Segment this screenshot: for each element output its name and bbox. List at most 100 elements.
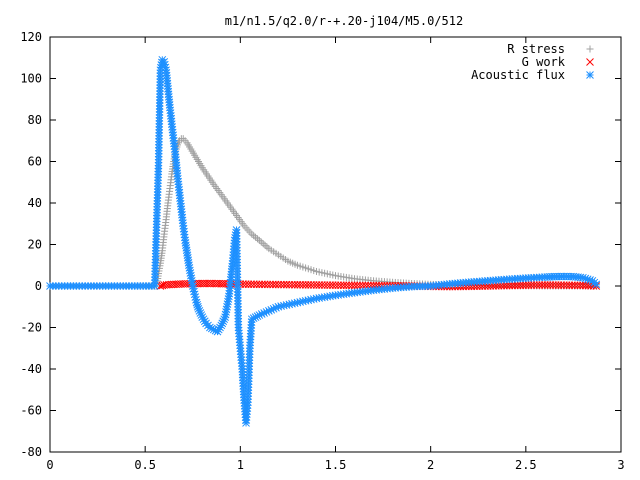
data-point	[339, 281, 348, 290]
x-tick-label: 1	[237, 458, 244, 472]
series-acoustic-flux	[46, 55, 601, 427]
data-point	[293, 280, 302, 289]
data-point	[250, 280, 258, 289]
data-point	[257, 238, 265, 246]
data-point	[258, 280, 266, 289]
axis-ticks	[49, 36, 622, 453]
y-tick-label: -20	[20, 321, 42, 335]
data-point	[543, 281, 552, 289]
data-point	[274, 280, 283, 289]
data-point	[315, 281, 324, 289]
data-point	[250, 232, 258, 240]
data-point	[290, 280, 299, 289]
data-point	[247, 280, 256, 289]
data-point	[269, 280, 277, 289]
data-point	[521, 281, 530, 290]
data-point	[318, 281, 326, 289]
data-point	[241, 280, 250, 289]
plot-frame	[49, 36, 622, 453]
data-point	[252, 280, 261, 289]
y-tick-label: -80	[20, 445, 42, 459]
data-point	[532, 281, 541, 289]
data-point	[551, 281, 560, 289]
data-point	[299, 280, 307, 289]
data-point	[320, 281, 329, 289]
data-point	[304, 281, 313, 289]
data-point	[345, 281, 353, 290]
data-point	[253, 235, 261, 243]
y-tick-label: 60	[28, 155, 42, 169]
data-point	[535, 281, 544, 289]
data-point	[570, 281, 579, 290]
data-point	[337, 281, 345, 290]
y-tick-label: 80	[28, 113, 42, 127]
data-point	[353, 281, 362, 290]
data-point	[527, 281, 536, 289]
y-tick-label: 0	[35, 279, 42, 293]
data-point	[328, 281, 337, 289]
axis-tick-labels: 0 0.5 1 1.5 2 2.5 3 -80 -60 -40 -20 0 20 40 60 80 100 120	[20, 30, 624, 472]
y-tick-label: 20	[28, 238, 42, 252]
data-point	[307, 281, 315, 289]
legend-label: Acoustic flux	[471, 68, 565, 82]
y-tick-label: 120	[20, 30, 42, 44]
data-point	[244, 280, 253, 289]
data-series	[46, 55, 601, 427]
data-point	[554, 281, 563, 289]
data-point	[261, 241, 269, 249]
legend-marker	[586, 58, 594, 66]
data-point	[347, 281, 356, 290]
data-point	[266, 280, 275, 289]
x-tick-label: 0	[46, 458, 53, 472]
data-point	[350, 281, 359, 290]
data-point	[252, 233, 260, 241]
data-point	[323, 281, 332, 289]
legend-marker	[586, 71, 594, 79]
data-point	[301, 280, 310, 289]
data-point	[524, 281, 533, 289]
data-point	[312, 281, 321, 289]
x-tick-label: 2	[427, 458, 434, 472]
x-tick-label: 2.5	[515, 458, 537, 472]
data-point	[530, 281, 538, 289]
y-tick-label: 100	[20, 72, 42, 86]
data-point	[541, 281, 549, 289]
data-point	[309, 281, 318, 289]
data-point	[568, 281, 576, 290]
data-point	[296, 280, 305, 289]
data-point	[279, 280, 288, 289]
data-point	[263, 280, 272, 289]
legend-label: G work	[522, 55, 566, 69]
y-tick-label: 40	[28, 196, 42, 210]
series-r-stress	[46, 135, 600, 290]
x-tick-label: 3	[617, 458, 624, 472]
data-point	[549, 281, 557, 289]
data-point	[557, 281, 566, 289]
data-point	[331, 281, 340, 290]
data-point	[271, 280, 280, 289]
data-point	[562, 281, 571, 290]
x-tick-label: 0.5	[134, 458, 156, 472]
data-point	[334, 281, 343, 290]
data-point	[282, 280, 291, 289]
data-point	[277, 280, 285, 289]
chart-title: m1/n1.5/q2.0/r-+.20-j104/M5.0/512	[225, 14, 463, 28]
data-point	[573, 281, 582, 290]
data-point	[259, 240, 267, 248]
data-point	[288, 280, 296, 289]
data-point	[255, 280, 264, 289]
legend-label: R stress	[507, 42, 565, 56]
data-point	[260, 280, 269, 289]
data-point	[592, 280, 601, 289]
data-point	[255, 236, 263, 244]
data-point	[546, 281, 555, 289]
y-tick-label: -60	[20, 404, 42, 418]
data-point	[342, 281, 351, 290]
x-tick-label: 1.5	[325, 458, 347, 472]
y-tick-label: -40	[20, 362, 42, 376]
data-point	[560, 281, 568, 290]
legend-marker	[586, 45, 594, 53]
series-g-work	[156, 279, 601, 291]
